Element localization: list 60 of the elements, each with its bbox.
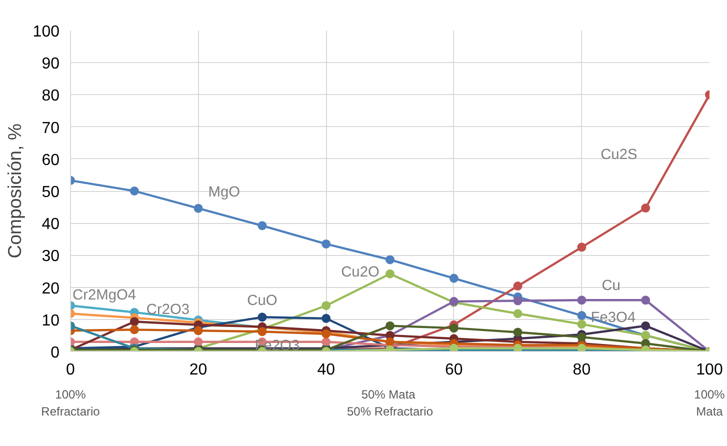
series-label: MgO [208, 184, 240, 200]
series-label: CuO [247, 293, 278, 310]
y-tick-label: 20 [42, 280, 60, 298]
y-tick-label: 10 [42, 312, 60, 330]
x-tick-label: 80 [572, 362, 591, 378]
y-tick-label: 0 [50, 344, 60, 362]
series-label: Cu2O [341, 264, 380, 281]
point [194, 204, 203, 213]
text: Cu2S [600, 147, 638, 164]
point [449, 324, 458, 333]
series-label: Cu [602, 278, 620, 294]
series-label: Cr2MgO4 [72, 288, 136, 304]
point [258, 327, 267, 336]
y-tick-label: 100 [32, 24, 60, 40]
point [322, 239, 331, 248]
x-tick-label: 0 [66, 362, 76, 378]
y-tick-label: 80 [42, 88, 60, 105]
point [513, 296, 522, 306]
point [130, 186, 139, 196]
y-tick-label: 60 [42, 152, 60, 169]
point [322, 301, 331, 310]
text: 100% Mata [694, 388, 726, 418]
point [577, 311, 586, 320]
series-label: Fe3O4 [590, 310, 636, 326]
point [641, 296, 650, 305]
y-axis-title: Composición, % [4, 124, 25, 258]
y-tick-label: 30 [42, 248, 60, 266]
y-tick-label: 70 [42, 120, 60, 137]
point [386, 269, 394, 278]
point [577, 242, 586, 252]
text: 50% Mata 50% Refractario [346, 388, 434, 418]
point [577, 296, 586, 305]
point [641, 204, 650, 213]
series-label: Cr2O3 [146, 302, 190, 318]
point [577, 320, 586, 329]
point [194, 337, 203, 346]
y-tick-label: 90 [42, 56, 60, 73]
point [513, 282, 522, 291]
x-tick-label: 60 [445, 362, 463, 378]
point [322, 314, 331, 323]
point [386, 255, 394, 264]
point [194, 326, 203, 336]
point [641, 321, 650, 330]
point [577, 332, 586, 342]
series-label: Fe2O3 [254, 338, 300, 354]
point [130, 325, 139, 334]
point [258, 312, 267, 322]
point [513, 328, 522, 337]
x-tick-label: 20 [189, 362, 208, 378]
text: 100% Refractario [41, 388, 100, 418]
point [130, 317, 139, 326]
x-tick-label: 100 [696, 362, 723, 378]
point [258, 221, 267, 230]
point [513, 309, 522, 318]
y-tick-label: 40 [42, 216, 60, 234]
point [449, 274, 458, 283]
point [322, 337, 331, 346]
y-tick-label: 50 [42, 184, 60, 201]
x-tick-label: 40 [317, 362, 336, 378]
point [386, 321, 394, 330]
